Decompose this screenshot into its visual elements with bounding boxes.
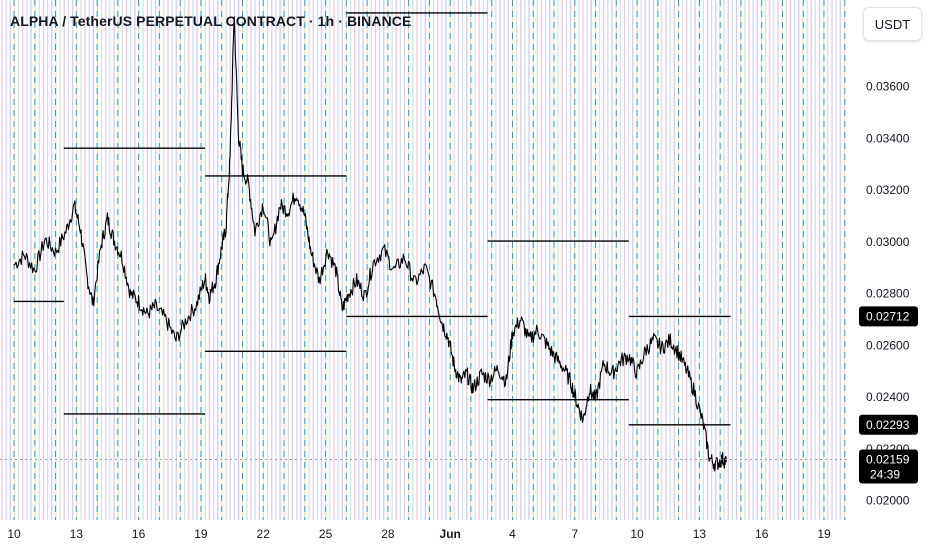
y-tick-label: 0.03600 [866,80,910,94]
y-tick-label: 0.02400 [866,390,910,404]
x-tick-label: 19 [817,527,831,541]
current-price-badge [859,449,918,484]
price-badge-label: 0.02712 [866,309,910,323]
y-tick-label: 0.03000 [866,235,910,249]
x-tick-label: 19 [194,527,208,541]
x-tick-label: Jun [440,527,461,541]
x-tick-label: 13 [70,527,84,541]
x-tick-label: 13 [693,527,707,541]
x-tick-label: 16 [132,527,146,541]
y-tick-label: 0.02800 [866,287,910,301]
price-badge [859,306,918,327]
price-badge [859,414,918,435]
price-badge-label: 0.02293 [866,418,910,432]
x-tick-label: 10 [7,527,21,541]
y-tick-label: 0.03200 [866,183,910,197]
countdown-label: 24:39 [870,468,900,482]
price-series [13,16,727,472]
x-tick-label: 16 [755,527,769,541]
x-tick-label: 28 [381,527,395,541]
chart-title: ALPHA / TetherUS PERPETUAL CONTRACT · 1h… [10,13,412,29]
y-tick-label: 0.02600 [866,338,910,352]
time-axis: 10 13 16 19 22 25 28 Jun 4 7 10 13 16 19 [0,520,848,550]
level-lines [14,12,731,426]
x-tick-label: 22 [257,527,271,541]
y-tick-label: 0.02000 [866,494,910,508]
current-price-label: 0.02159 [866,453,910,467]
vertical-grid-lines [1,0,846,520]
x-tick-label: 25 [319,527,333,541]
x-tick-label: 4 [509,527,516,541]
time-axis-background [0,520,848,550]
y-tick-label: 0.03400 [866,131,910,145]
x-tick-label: 10 [630,527,644,541]
x-tick-label: 7 [571,527,578,541]
price-line [13,16,727,472]
currency-button[interactable]: USDT [863,7,922,41]
